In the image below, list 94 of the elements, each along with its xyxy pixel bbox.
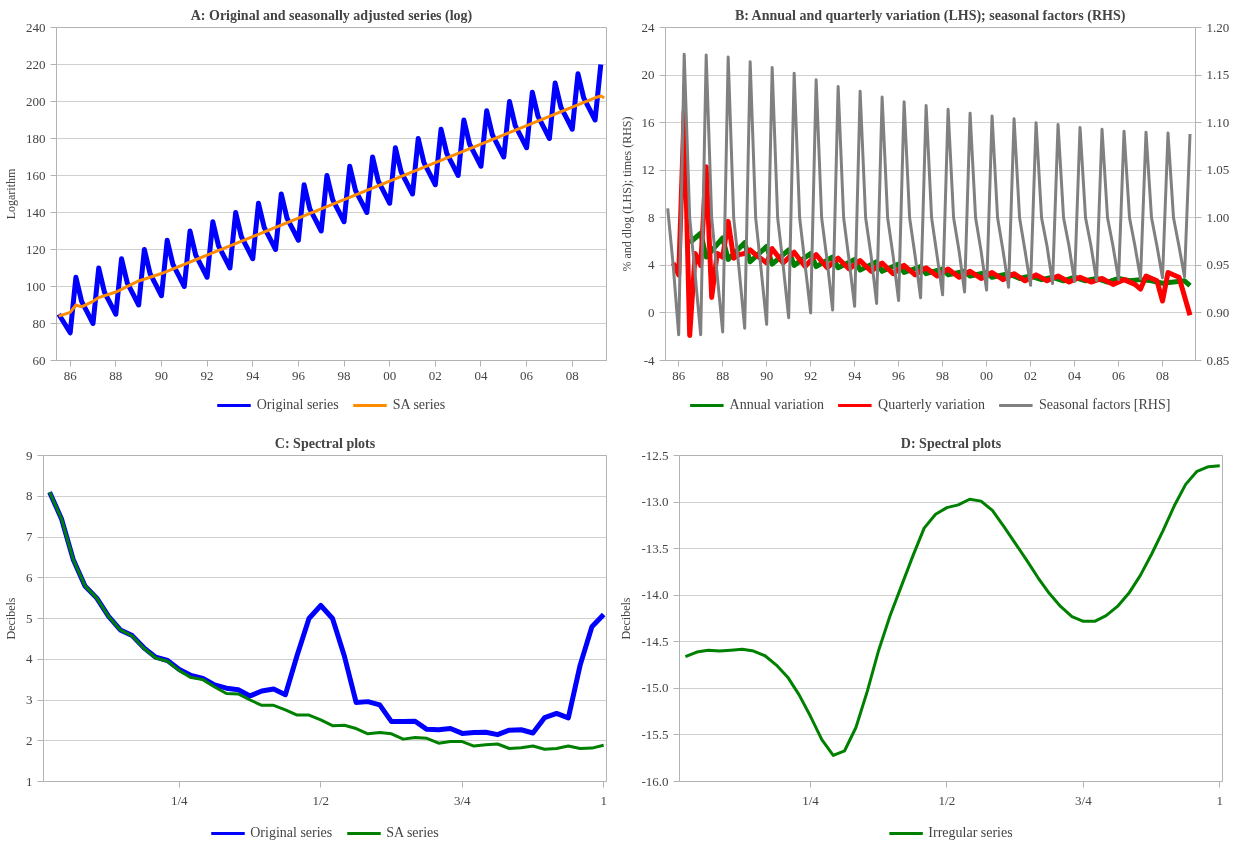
x-tick-label: 94 [848,367,862,383]
y-tick-label: 4 [26,651,33,667]
y-tick-label: 12 [641,162,655,178]
y-tick-label: 4 [648,257,655,273]
x-tick-label: 3/4 [1075,792,1093,808]
y-axis-title: Decibels [4,597,18,640]
x-tick-label: 1/4 [802,792,820,808]
y-tick-label: 3 [26,692,33,707]
x-tick-label: 1/4 [170,792,189,808]
y-tick-label: 100 [26,278,46,294]
y-tick-label: 16 [641,114,655,130]
y2-tick-label: 1.15 [1206,67,1230,83]
x-tick-label: 1/2 [312,792,330,808]
y2-tick-label: 0.90 [1206,304,1230,320]
y-tick-label: 220 [26,56,46,72]
y-tick-label: 240 [26,19,46,35]
x-tick-label: 02 [428,367,442,383]
x-tick-label: 98 [337,367,351,383]
y-tick-label: 9 [26,447,33,463]
x-tick-label: 90 [154,367,168,383]
y2-tick-label: 0.95 [1206,257,1230,273]
x-tick-label: 1 [1216,792,1224,808]
y2-tick-label: 0.85 [1206,352,1230,368]
x-tick-label: 92 [804,367,818,383]
y-tick-label: -13.5 [641,540,669,556]
chart-title: D: Spectral plots [900,435,1002,451]
legend-label: Annual variation [729,397,825,413]
y-tick-label: 160 [26,167,46,183]
y-tick-label: 20 [641,67,655,83]
y-tick-label: -13.0 [641,494,669,510]
line-series [57,94,606,318]
y-axis-title: Logarithm [4,168,18,220]
x-tick-label: 88 [716,367,730,383]
y-tick-label: -4 [643,352,655,368]
y-tick-label: 7 [26,529,33,544]
y2-tick-label: 1.10 [1206,114,1230,130]
line-series [666,52,1192,337]
y2-tick-label: 1.05 [1206,162,1230,178]
x-tick-label: 94 [246,367,260,383]
y-axis-title: Decibels [619,597,634,640]
x-tick-label: 04 [474,367,488,383]
y-tick-label: 80 [32,315,46,331]
y-tick-label: 180 [26,130,46,146]
y-tick-label: -14.0 [641,587,669,603]
line-series [683,464,1222,757]
y-tick-label: -15.5 [641,726,669,742]
chart-title: C: Spectral plots [274,435,376,451]
x-tick-label: 06 [520,367,534,383]
x-tick-label: 86 [672,367,686,383]
y-tick-label: 200 [26,93,46,109]
y-tick-label: -12.5 [641,447,669,463]
x-tick-label: 92 [200,367,214,383]
y-tick-label: 6 [26,569,33,585]
y-tick-label: 140 [26,204,46,220]
y-tick-label: 5 [26,610,33,626]
x-tick-label: 96 [291,367,306,383]
x-tick-label: 1 [600,792,607,808]
legend-label: SA series [386,825,439,841]
y-tick-label: 60 [32,352,46,368]
x-tick-label: 98 [936,367,950,383]
y-tick-label: 8 [26,488,33,504]
x-tick-label: 08 [565,367,579,383]
y-tick-label: 8 [648,209,655,225]
y-tick-label: 2 [26,732,33,748]
x-tick-label: 1/2 [938,792,956,808]
y-axis-title: % and dlog (LHS); times (RHS) [619,116,634,272]
x-tick-label: 88 [109,367,123,383]
y-tick-label: 0 [648,304,655,320]
y-tick-label: -14.5 [641,633,669,649]
x-tick-label: 86 [63,367,78,383]
y-tick-label: 120 [26,241,46,257]
x-tick-label: 96 [892,367,906,383]
legend-label: Irregular series [928,825,1013,841]
x-tick-label: 08 [1156,367,1170,383]
x-tick-label: 04 [1068,367,1082,383]
legend-label: Original series [250,825,333,841]
legend-label: SA series [392,397,446,413]
y2-tick-label: 1.20 [1206,19,1230,35]
legend-label: Quarterly variation [878,397,985,413]
x-tick-label: 90 [760,367,774,383]
x-tick-label: 06 [1112,367,1126,383]
legend-label: Seasonal factors [RHS] [1038,397,1171,413]
y2-tick-label: 1.00 [1206,209,1230,225]
x-tick-label: 00 [980,367,994,383]
chart-title: B: Annual and quarterly variation (LHS); seasonal factors (RHS) [734,7,1126,24]
y-tick-label: -16.0 [641,773,669,789]
chart-title: A: Original and seasonally adjusted series (log) [190,7,473,24]
x-tick-label: 02 [1024,367,1038,383]
y-tick-label: -15.0 [641,680,669,696]
x-tick-label: 00 [383,367,397,383]
x-tick-label: 3/4 [453,792,472,808]
y-tick-label: 24 [641,19,655,35]
y-tick-label: 1 [26,773,33,789]
legend-label: Original series [256,397,339,413]
